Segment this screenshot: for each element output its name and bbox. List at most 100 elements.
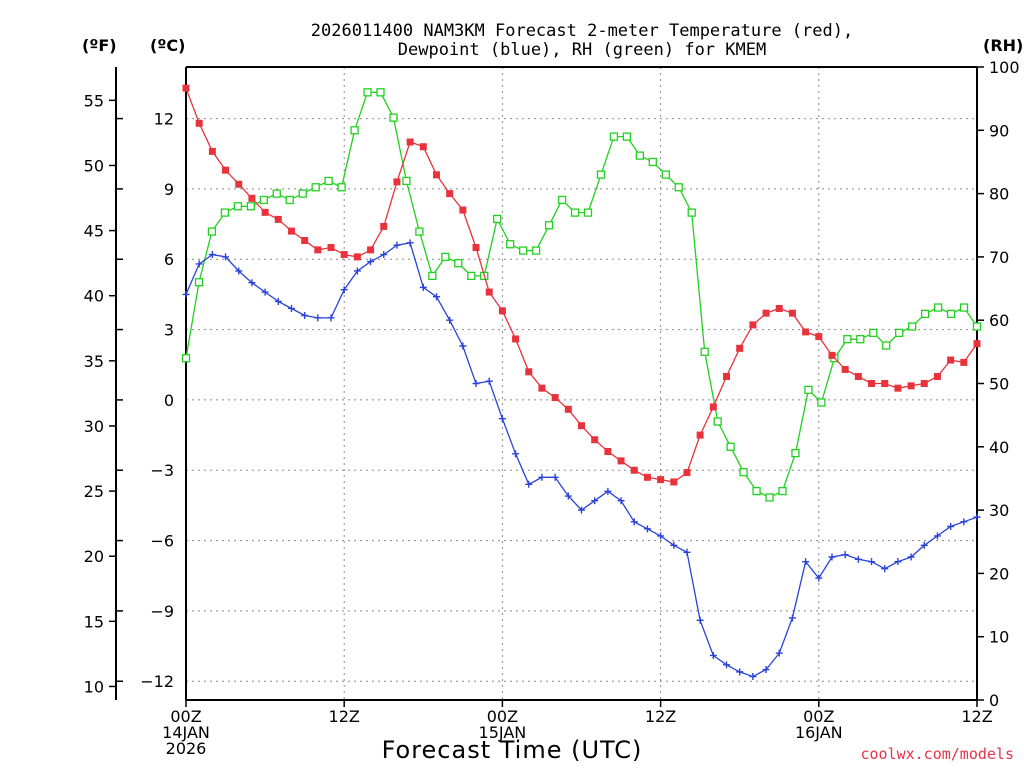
- series-1-point-45: [775, 649, 783, 657]
- series-2-point-61: [972, 322, 982, 331]
- series-2-point-9: [298, 189, 307, 198]
- series-0-point-53: [881, 380, 889, 387]
- series-2-point-37: [661, 170, 670, 179]
- time-tick-label-0-2: 2026: [166, 739, 207, 758]
- series-2-point-41: [713, 417, 722, 426]
- series-0-point-11: [327, 244, 335, 252]
- series-0-point-45: [775, 304, 783, 312]
- series-1-point-34: [630, 518, 638, 526]
- series-1-point-50: [841, 551, 849, 559]
- time-tick-label-4-1: 16JAN: [795, 723, 843, 742]
- series-1-point-4: [235, 267, 243, 275]
- series-0-point-12: [340, 251, 348, 259]
- series-1-point-33: [617, 497, 625, 505]
- fahrenheit-tick-label-5: 30: [84, 417, 104, 436]
- series-2-point-16: [389, 113, 398, 122]
- series-1-point-20: [446, 316, 454, 324]
- series-1-point-15: [380, 251, 388, 259]
- series-0-point-23: [485, 288, 493, 296]
- series-2-point-38: [674, 183, 683, 192]
- fahrenheit-tick-label-2: 45: [84, 222, 104, 241]
- series-2-point-28: [544, 221, 554, 230]
- series-0-point-56: [920, 380, 928, 387]
- series-1-point-44: [762, 666, 770, 674]
- series-1-point-11: [327, 314, 335, 322]
- series-2-point-40: [700, 347, 709, 357]
- series-1-point-8: [287, 304, 295, 312]
- series-1-point-21: [459, 342, 467, 350]
- series-2-point-27: [531, 246, 541, 255]
- series-1-point-29: [564, 492, 572, 500]
- series-1-point-22: [472, 380, 480, 387]
- series-0-point-40: [709, 403, 717, 411]
- series-1-point-24: [498, 415, 506, 423]
- series-0-point-59: [960, 358, 968, 366]
- rh-tick-label-9: 10: [989, 628, 1009, 647]
- series-2-point-31: [583, 208, 593, 217]
- celsius-tick-label-4: 0: [164, 391, 174, 410]
- series-2-point-34: [622, 132, 632, 141]
- series-0-point-48: [815, 333, 823, 341]
- series-1-point-38: [683, 548, 691, 556]
- time-tick-label-3-0: 12Z: [645, 707, 676, 726]
- series-1-point-14: [367, 258, 375, 266]
- credit-text: coolwx.com/models: [860, 745, 1014, 763]
- series-2-point-20: [441, 252, 450, 262]
- axes: [115, 66, 978, 701]
- series-2-point-53: [869, 328, 878, 338]
- series-2-point-35: [635, 151, 645, 160]
- series-2-point-54: [882, 341, 891, 350]
- series-0-point-21: [459, 206, 467, 214]
- series-1-point-0: [182, 290, 190, 298]
- series-0-point-39: [696, 431, 704, 439]
- series-2-point-26: [518, 246, 528, 255]
- series-1-point-30: [578, 506, 585, 514]
- fahrenheit-tick-label-0: 55: [84, 91, 104, 110]
- series-2-point-48: [804, 385, 813, 394]
- series-2-point-10: [311, 183, 320, 192]
- rh-tick-label-4: 60: [989, 311, 1009, 330]
- series-0-point-1: [195, 119, 203, 127]
- series-0-point-18: [419, 143, 427, 151]
- series-0-point-29: [564, 405, 572, 413]
- series-0-point-33: [617, 457, 625, 465]
- series-1-point-9: [301, 312, 309, 320]
- series-2-point-7: [272, 189, 281, 198]
- series-1-point-5: [248, 279, 256, 287]
- series-1-point-31: [591, 497, 599, 505]
- celsius-tick-label-0: 12: [154, 110, 174, 129]
- series-2-point-49: [817, 398, 826, 407]
- time-tick-label-2-1: 15JAN: [479, 723, 527, 742]
- series-2-point-46: [778, 486, 787, 496]
- series-0-point-50: [841, 365, 849, 373]
- fahrenheit-tick-label-9: 10: [84, 677, 104, 696]
- series-1-point-37: [670, 541, 678, 549]
- series-2-point-58: [933, 303, 943, 312]
- series-2-point-44: [752, 486, 761, 496]
- series-0-point-55: [907, 382, 915, 390]
- fahrenheit-unit-label: (ºF): [82, 36, 117, 55]
- series-2-point-32: [596, 170, 606, 179]
- series-0-point-8: [287, 227, 295, 235]
- series-0-point-42: [736, 344, 744, 352]
- series-2-point-59: [946, 309, 956, 319]
- celsius-tick-label-7: −9: [150, 602, 174, 621]
- series-2-point-55: [895, 328, 904, 338]
- series-0-point-30: [578, 422, 585, 430]
- series-1-point-54: [894, 558, 902, 566]
- series-0-point-58: [947, 356, 955, 364]
- series-2-point-45: [765, 493, 774, 502]
- rh-tick-label-5: 50: [989, 375, 1009, 394]
- series-0-point-47: [802, 328, 810, 336]
- rh-unit-label: (RH): [983, 36, 1023, 55]
- series-2-point-13: [350, 126, 359, 135]
- chart-title-line-1: 2026011400 NAM3KM Forecast 2-meter Tempe…: [311, 21, 853, 41]
- series-1-point-10: [314, 314, 322, 322]
- series-0-point-3: [222, 166, 230, 174]
- series-2-point-39: [687, 208, 696, 217]
- series-1-point-32: [604, 487, 612, 495]
- series-1-point-35: [643, 525, 651, 533]
- series-1-point-18: [419, 283, 427, 291]
- fahrenheit-tick-label-7: 20: [84, 547, 104, 566]
